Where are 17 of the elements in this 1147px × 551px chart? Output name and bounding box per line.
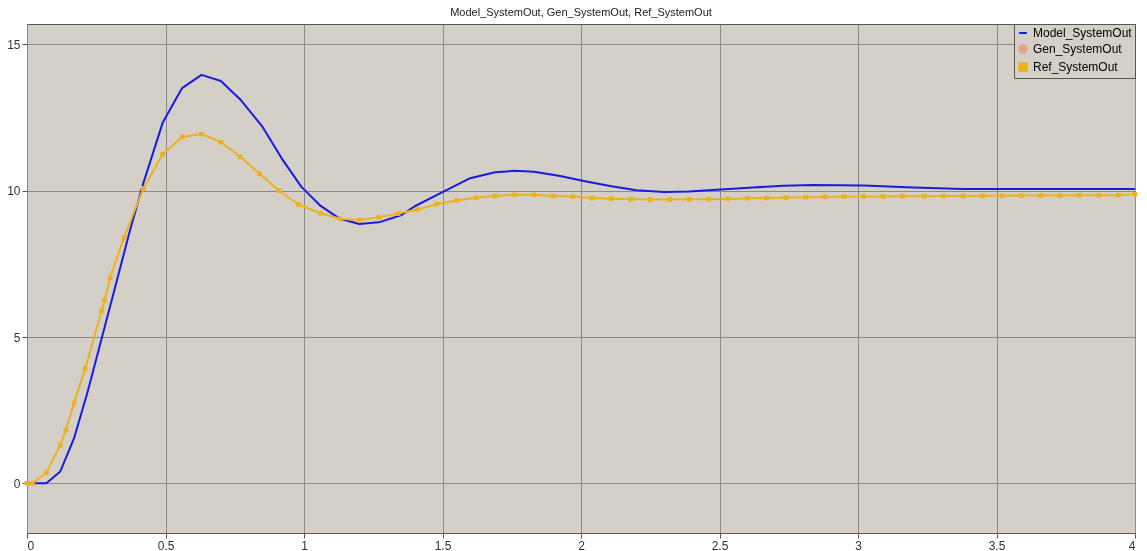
x-tick-label: 2.5 xyxy=(711,538,729,551)
x-tick-label: 1.5 xyxy=(434,538,452,551)
x-tick-label: 4 xyxy=(1128,538,1136,551)
legend-label: Model_SystemOut xyxy=(1033,26,1133,40)
x-tick-label: 1 xyxy=(301,538,309,551)
x-tick-label: 0 xyxy=(27,538,35,551)
y-tick-label: 10 xyxy=(7,184,21,199)
y-tick-label: 15 xyxy=(7,37,21,52)
chart-title: Model_SystemOut, Gen_SystemOut, Ref_SystemOut xyxy=(450,5,712,18)
x-tick-label: 3.5 xyxy=(988,538,1006,551)
legend-label: Ref_SystemOut xyxy=(1033,60,1119,74)
x-tick-label: 2 xyxy=(578,538,586,551)
x-tick-label: 3 xyxy=(855,538,863,551)
legend-label: Gen_SystemOut xyxy=(1033,42,1123,56)
y-tick-label: 0 xyxy=(13,476,21,491)
x-tick-label: 0.5 xyxy=(157,538,175,551)
y-tick-label: 5 xyxy=(13,330,21,345)
